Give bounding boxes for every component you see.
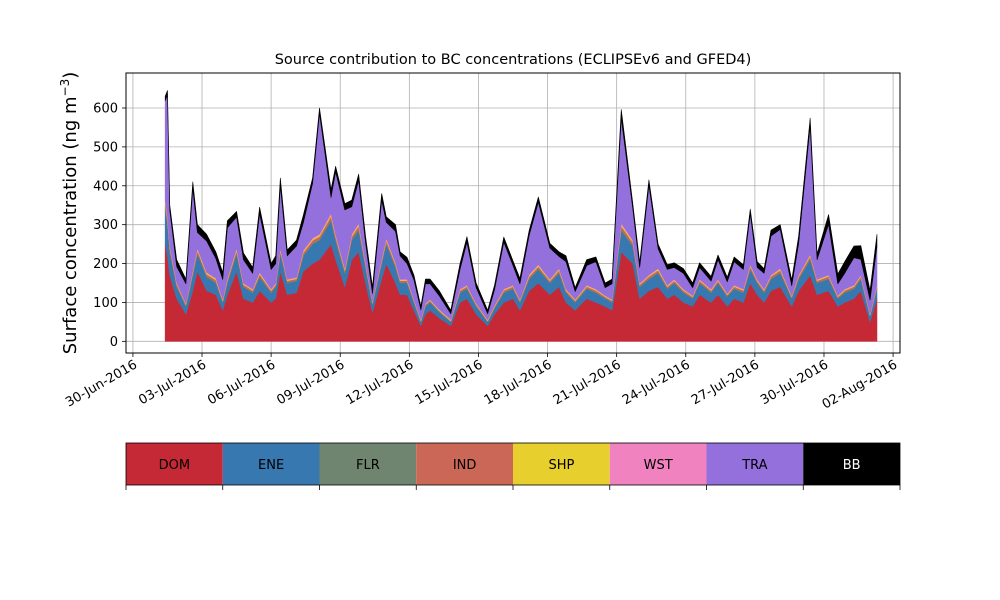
x-tick-label-8: 24-Jul-2016 <box>620 357 693 408</box>
y-tick-label-5: 500 <box>93 140 118 155</box>
x-tick-label-4: 12-Jul-2016 <box>344 357 417 408</box>
x-tick-label-0: 30-Jun-2016 <box>63 357 140 410</box>
legend-swatch-tra <box>706 443 804 485</box>
y-axis: 0 100 200 300 400 500 600 <box>93 102 126 350</box>
y-tick-label-2: 200 <box>93 257 118 272</box>
y-tick-label-0: 0 <box>110 335 118 350</box>
y-axis-label: Surface concentration (ng m−3) <box>58 72 81 355</box>
y-axis-label-text: Surface concentration (ng m <box>60 96 81 354</box>
y-tick-label-3: 300 <box>93 218 118 233</box>
legend-colorbar: DOM ENE FLR IND SHP WST TRA BB <box>125 442 901 490</box>
y-axis-label-unit-superscript: −3 <box>58 79 72 97</box>
legend-swatch-ind <box>416 443 513 485</box>
plot-frame <box>125 72 901 354</box>
chart-title: Source contribution to BC concentrations… <box>275 52 752 68</box>
y-tick-label-4: 400 <box>93 179 118 194</box>
legend-swatch-flr <box>319 443 417 485</box>
legend-label-shp: SHP <box>548 458 574 473</box>
legend-swatch-shp <box>513 443 610 485</box>
legend-swatch-dom <box>126 443 223 485</box>
legend-swatch-wst <box>609 443 707 485</box>
x-tick-label-3: 09-Jul-2016 <box>274 357 347 408</box>
x-tick-label-11: 02-Aug-2016 <box>820 357 900 412</box>
x-tick-label-9: 27-Jul-2016 <box>689 357 762 408</box>
series-area-bb <box>164 90 878 315</box>
legend-label-ind: IND <box>453 458 477 473</box>
stacked-areas <box>164 90 878 342</box>
x-tick-label-5: 15-Jul-2016 <box>413 357 486 408</box>
legend-label-wst: WST <box>644 458 673 473</box>
legend-label-dom: DOM <box>159 458 190 473</box>
legend-label-tra: TRA <box>741 458 767 473</box>
y-tick-label-1: 100 <box>93 296 118 311</box>
legend-label-bb: BB <box>843 458 861 473</box>
x-tick-label-7: 21-Jul-2016 <box>551 357 624 408</box>
y-axis-label-close: ) <box>60 72 81 79</box>
x-axis: 30-Jun-201603-Jul-201606-Jul-201609-Jul-… <box>63 353 900 413</box>
x-tick-label-6: 18-Jul-2016 <box>482 357 555 408</box>
y-tick-label-6: 600 <box>93 102 118 117</box>
x-tick-label-2: 06-Jul-2016 <box>205 357 278 408</box>
legend-label-ene: ENE <box>258 458 284 473</box>
x-tick-label-1: 03-Jul-2016 <box>136 357 209 408</box>
legend-label-flr: FLR <box>356 458 380 473</box>
legend-swatch-ene <box>222 443 320 485</box>
legend-swatch-bb <box>803 443 900 485</box>
